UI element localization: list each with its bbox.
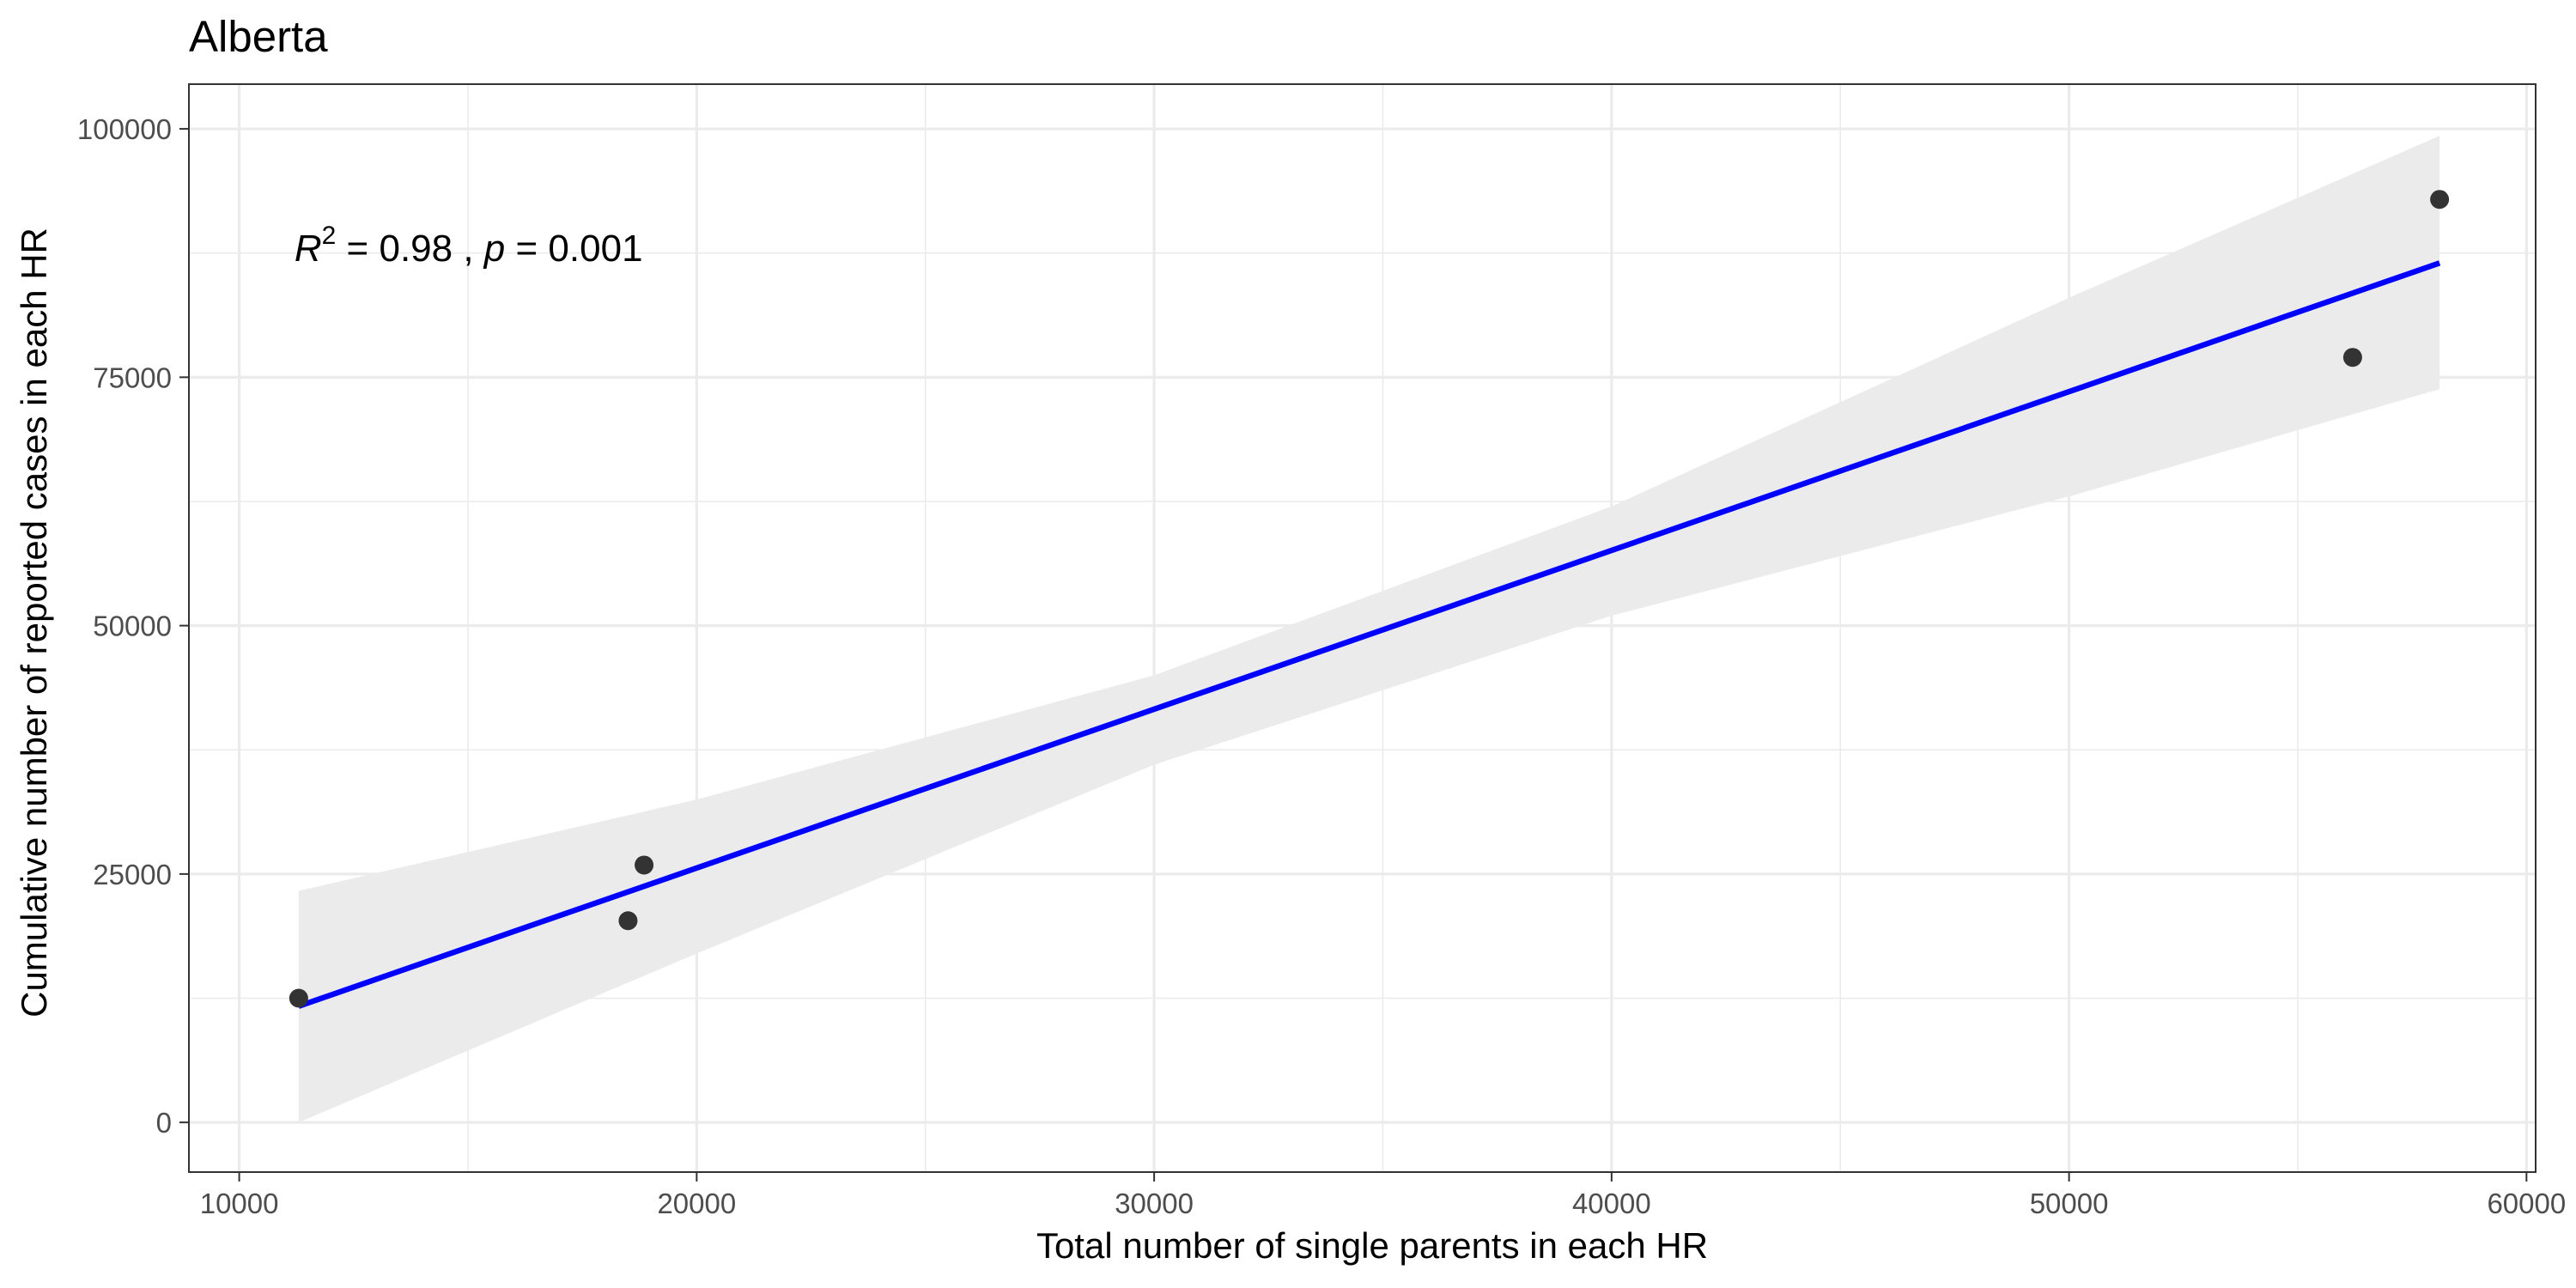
y-tick-label: 75000 xyxy=(93,361,172,393)
x-tick-label: 60000 xyxy=(2487,1188,2566,1219)
x-tick-label: 20000 xyxy=(657,1188,736,1219)
x-tick-label: 40000 xyxy=(1572,1188,1651,1219)
y-tick-label: 50000 xyxy=(93,611,172,642)
y-axis: 0 25000 50000 75000 100000 xyxy=(77,113,189,1139)
y-axis-label: Cumulative number of reported cases in e… xyxy=(14,228,54,1018)
data-point xyxy=(635,855,654,875)
regression-annotation: R2 = 0.98 , p = 0.001 xyxy=(295,222,643,270)
regression-line xyxy=(297,260,2441,1009)
r-superscript: 2 xyxy=(322,222,337,250)
x-axis: 10000 20000 30000 40000 50000 60000 xyxy=(200,1172,2566,1219)
y-tick-label: 100000 xyxy=(77,113,172,145)
x-tick-label: 10000 xyxy=(200,1188,279,1219)
y-tick-label: 25000 xyxy=(93,859,172,890)
confidence-band-layer xyxy=(298,136,2440,1123)
panel-border xyxy=(188,83,2537,1173)
data-point xyxy=(2430,190,2450,210)
p-symbol: p xyxy=(483,228,505,270)
x-tick-label: 30000 xyxy=(1115,1188,1194,1219)
x-tick-label: 50000 xyxy=(2030,1188,2109,1219)
data-point xyxy=(2342,348,2362,368)
chart-title: Alberta xyxy=(189,12,328,61)
fit-line-layer xyxy=(297,260,2441,1009)
data-point xyxy=(618,911,638,931)
r-value: = 0.98 , xyxy=(336,228,483,270)
y-tick-label: 0 xyxy=(156,1107,172,1139)
p-value: = 0.001 xyxy=(505,228,642,270)
data-point xyxy=(289,988,308,1008)
data-points-layer xyxy=(289,190,2450,1008)
confidence-band xyxy=(298,136,2440,1123)
x-axis-label: Total number of single parents in each H… xyxy=(1036,1225,1708,1266)
r-symbol: R xyxy=(295,228,322,270)
